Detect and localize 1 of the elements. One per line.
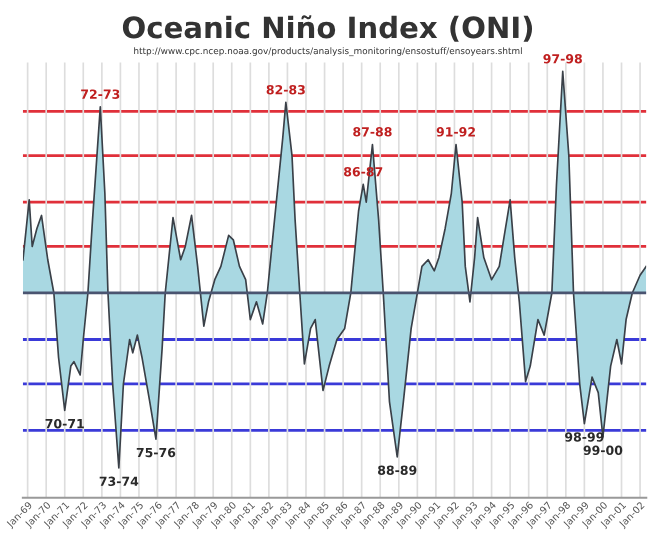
chart-title: Oceanic Niño Index (ONI)	[122, 15, 533, 42]
